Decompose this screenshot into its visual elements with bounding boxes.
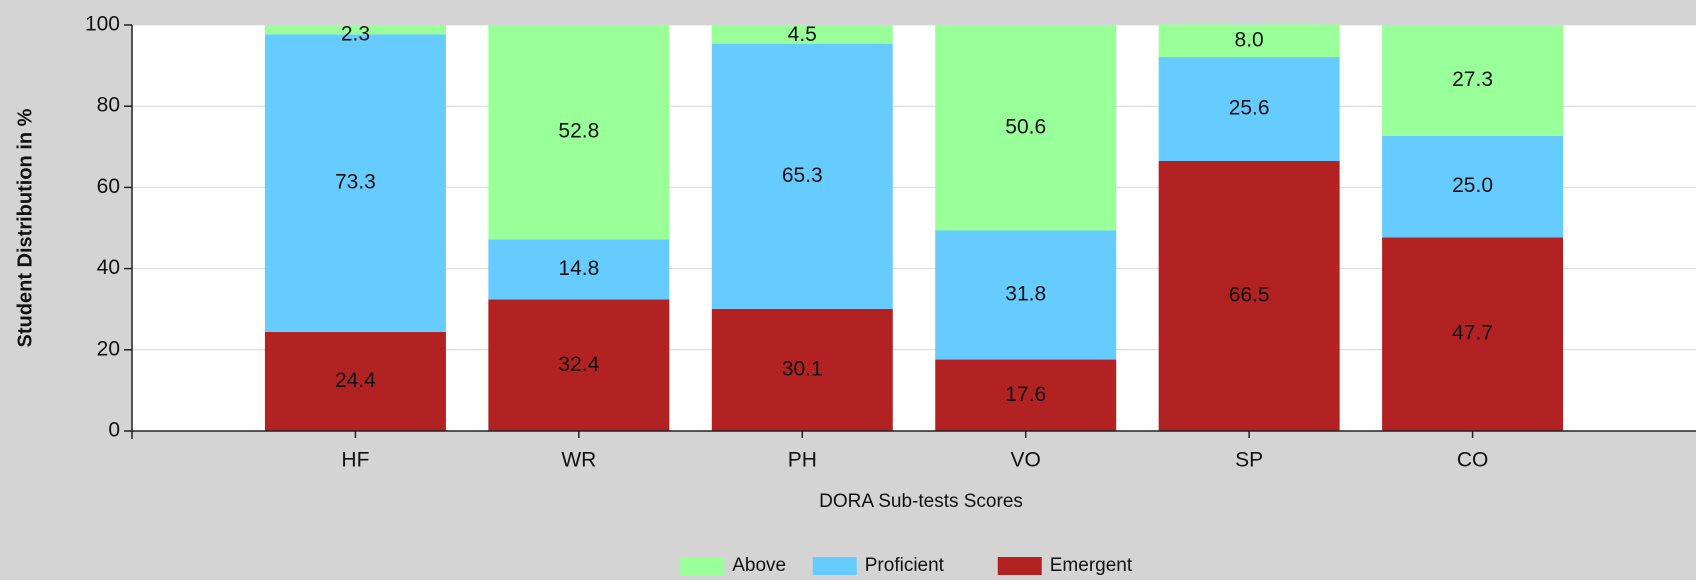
data-label: 24.4 — [335, 369, 376, 392]
data-label: 65.3 — [782, 164, 823, 187]
data-label: 8.0 — [1235, 28, 1264, 51]
data-label: 25.0 — [1452, 174, 1493, 197]
x-tick-label: CO — [1457, 449, 1489, 472]
x-tick-label: WR — [561, 449, 596, 472]
bar-segment — [711, 308, 893, 431]
x-tick-label: HF — [341, 449, 369, 472]
x-tick-label: PH — [788, 449, 817, 472]
y-tick-label: 80 — [97, 94, 120, 117]
bar-segment — [488, 239, 670, 300]
legend-label: Proficient — [865, 555, 945, 576]
bar-segment — [1382, 237, 1564, 431]
legend-label: Emergent — [1050, 555, 1133, 576]
bar-segment — [711, 25, 893, 44]
bar-segment — [488, 25, 670, 240]
data-label: 14.8 — [558, 257, 599, 280]
data-label: 32.4 — [558, 353, 599, 376]
data-label: 25.6 — [1229, 97, 1270, 120]
bar-segment — [935, 359, 1117, 431]
bar-segment — [1382, 25, 1564, 136]
data-label: 30.1 — [782, 357, 823, 380]
data-label: 17.6 — [1005, 383, 1046, 406]
legend-label: Above — [732, 555, 786, 576]
y-tick-label: 60 — [97, 175, 120, 198]
bar-segment — [264, 34, 446, 332]
legend-swatch — [812, 557, 857, 575]
bar-segment — [264, 331, 446, 431]
y-axis-title: Student Distribution in % — [14, 108, 36, 347]
x-axis-title: DORA Sub-tests Scores — [819, 491, 1023, 512]
data-label: 31.8 — [1005, 283, 1046, 306]
y-tick-label: 100 — [85, 13, 120, 36]
bar-segment — [711, 43, 893, 309]
data-label: 47.7 — [1452, 322, 1493, 345]
data-label: 2.3 — [341, 23, 370, 46]
y-tick-label: 0 — [108, 419, 120, 442]
data-label: 50.6 — [1005, 115, 1046, 138]
bar-segment — [1382, 135, 1564, 238]
bar-segment — [1158, 57, 1340, 162]
bar-segment — [1158, 24, 1340, 58]
data-label: 73.3 — [335, 171, 376, 194]
data-label: 4.5 — [788, 23, 817, 46]
x-tick-label: VO — [1011, 449, 1041, 472]
y-tick-label: 20 — [97, 337, 120, 360]
data-label: 27.3 — [1452, 68, 1493, 91]
bar-segment — [935, 25, 1117, 231]
legend-swatch — [680, 557, 725, 575]
data-label: 52.8 — [558, 120, 599, 143]
bar-segment — [488, 299, 670, 431]
x-tick-label: SP — [1235, 449, 1263, 472]
bar-segment — [1158, 161, 1340, 431]
bar-segment — [935, 230, 1117, 360]
bar-segment — [264, 25, 446, 35]
legend-swatch — [997, 557, 1042, 575]
y-tick-label: 40 — [97, 256, 120, 279]
data-label: 66.5 — [1229, 284, 1270, 307]
